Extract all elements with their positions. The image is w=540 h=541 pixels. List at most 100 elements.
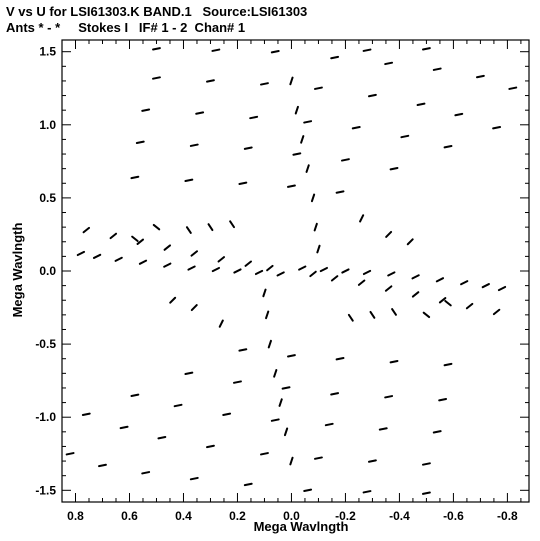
uv-point: [190, 304, 198, 312]
uv-point: [444, 299, 452, 307]
uv-point: [359, 214, 365, 223]
uv-point: [141, 471, 151, 475]
uv-point: [368, 93, 377, 98]
uv-point: [211, 48, 221, 52]
y-tick-label: 1.0: [39, 118, 56, 132]
uv-point: [211, 266, 220, 273]
uv-point: [298, 265, 307, 271]
x-tick-label: -0.2: [335, 509, 356, 523]
uv-point: [411, 291, 420, 298]
uv-point: [313, 222, 318, 232]
uv-point: [119, 425, 129, 430]
uv-point: [267, 339, 272, 349]
uv-point: [229, 220, 236, 229]
uv-point: [233, 380, 242, 384]
uv-point: [138, 259, 148, 265]
uv-point: [335, 190, 345, 194]
uv-point: [217, 256, 225, 263]
uv-point: [432, 67, 442, 71]
uv-point: [187, 265, 196, 271]
uv-point: [416, 102, 426, 107]
uv-point: [278, 398, 283, 407]
uv-point: [244, 260, 252, 267]
uv-point: [243, 482, 253, 487]
uv-point: [384, 285, 393, 292]
uv-point: [190, 250, 199, 257]
uv-point: [435, 277, 445, 283]
y-axis-label: Mega Wavlngth: [10, 223, 25, 318]
uv-point: [347, 313, 354, 322]
uv-point: [481, 283, 490, 289]
uv-point: [387, 271, 396, 277]
uv-point: [218, 319, 224, 328]
uv-point: [152, 76, 161, 80]
uv-point: [411, 274, 420, 280]
uv-point: [109, 232, 118, 240]
uv-point: [465, 302, 474, 310]
uv-point: [497, 285, 507, 292]
uv-point: [136, 238, 145, 245]
uv-point: [292, 152, 302, 156]
uv-point: [206, 79, 215, 83]
chart-subtitle: Ants * - * Stokes I IF# 1 - 2 Chan# 1: [6, 20, 246, 35]
uv-point: [460, 280, 469, 286]
uv-point: [189, 476, 199, 481]
uv-point: [157, 435, 167, 440]
uv-point: [283, 427, 289, 437]
uv-point: [305, 164, 310, 173]
uv-point: [335, 357, 345, 361]
uv-point: [130, 393, 140, 397]
chart-title: V vs U for LSI61303.K BAND.1 Source:LSI6…: [6, 4, 308, 19]
uv-point: [131, 235, 139, 243]
uv-point: [443, 362, 453, 367]
plot-frame: [61, 39, 530, 503]
uv-point: [163, 244, 172, 251]
uv-point: [314, 86, 323, 90]
uv-point: [273, 369, 278, 378]
uv-point: [81, 412, 91, 416]
uv-point: [184, 178, 194, 183]
uv-point: [438, 397, 448, 402]
uv-point: [184, 371, 194, 376]
uv-point: [98, 463, 107, 468]
uv-point: [368, 459, 377, 463]
x-tick-label: 0.4: [175, 509, 192, 523]
uv-point: [238, 348, 248, 352]
uv-point: [330, 275, 339, 282]
x-axis-label: Mega Wavlngth: [254, 519, 349, 534]
uv-point: [421, 491, 431, 495]
uv-point: [169, 296, 177, 304]
uv-point: [400, 134, 410, 139]
uv-point: [152, 223, 161, 231]
uv-point: [270, 50, 280, 54]
axis-ticks: [61, 40, 529, 502]
x-tick-label: 0.2: [229, 509, 246, 523]
uv-point: [319, 266, 328, 273]
uv-point: [454, 112, 464, 117]
uv-point: [135, 140, 145, 145]
uv-point: [152, 47, 161, 51]
uv-point: [294, 105, 299, 115]
uv-point: [281, 386, 291, 390]
uv-point: [287, 354, 296, 358]
uv-point: [384, 395, 394, 399]
uv-point: [309, 270, 317, 278]
uv-point: [287, 184, 296, 188]
uv-point: [222, 412, 232, 416]
uv-point: [378, 427, 388, 431]
uv-point: [195, 111, 205, 115]
uv-point: [492, 308, 501, 316]
uv-point: [389, 166, 399, 171]
uv-point: [238, 181, 248, 185]
uv-point: [173, 403, 183, 408]
uv-point: [508, 86, 518, 90]
uv-point: [362, 48, 372, 52]
uv-point: [289, 456, 294, 466]
uv-point: [475, 74, 485, 79]
y-tick-label: 1.5: [39, 45, 56, 59]
x-tick-label: 0.0: [283, 509, 300, 523]
uv-point: [92, 253, 102, 259]
uv-point: [443, 145, 453, 149]
uv-point: [384, 61, 394, 66]
